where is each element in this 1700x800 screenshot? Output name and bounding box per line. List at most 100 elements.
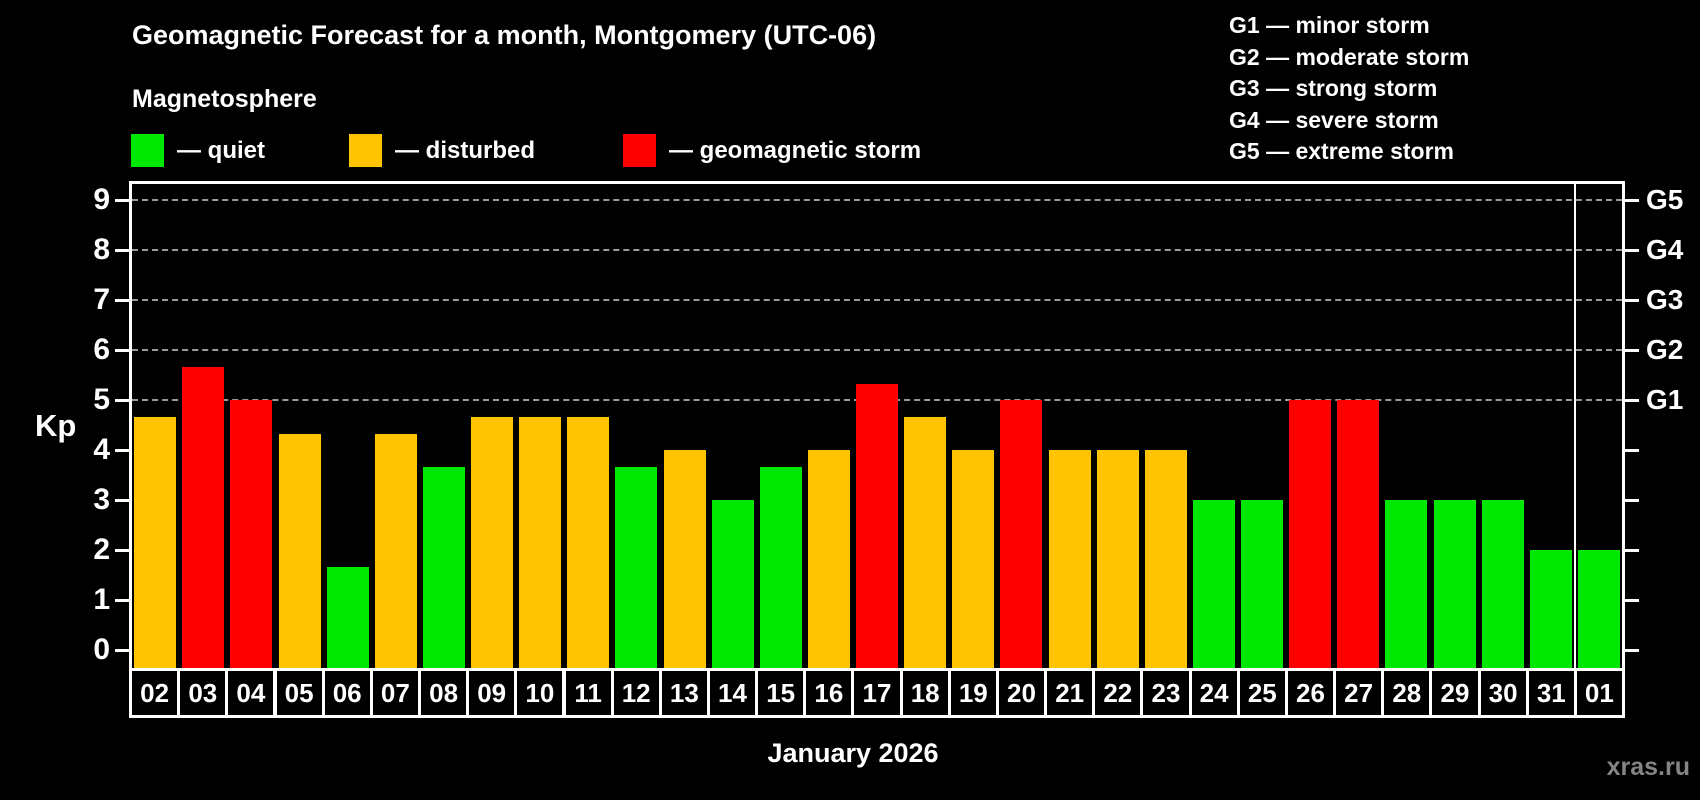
kp-bar: [807, 450, 850, 668]
kp-bar: [230, 400, 273, 668]
kp-bar: [1048, 450, 1091, 668]
g-legend-item: G2 — moderate storm: [1229, 43, 1470, 70]
grid-line: [132, 299, 1622, 301]
right-axis-line: [1622, 181, 1625, 668]
day-label-cell: 28: [1381, 668, 1433, 718]
day-label-cell: 09: [466, 668, 518, 718]
y-tick-label: 6: [93, 333, 110, 366]
day-label-cell: 15: [755, 668, 807, 718]
y-tick-label: 1: [93, 583, 110, 616]
day-label-cell: 01: [1573, 668, 1625, 718]
kp-bar: [615, 466, 658, 668]
g-legend-item: G4 — severe storm: [1229, 106, 1439, 133]
y-tick: [115, 349, 129, 352]
y-tick-label: 3: [93, 483, 110, 516]
day-label-cell: 08: [418, 668, 470, 718]
day-label-cell: 21: [1044, 668, 1096, 718]
y-tick-label: 7: [93, 283, 110, 316]
y-tick-right: [1625, 549, 1639, 552]
watermark: xras.ru: [1606, 753, 1690, 781]
plot-top-border: [129, 181, 1625, 184]
g-axis-label: G2: [1646, 334, 1684, 365]
g-axis-label: G3: [1646, 284, 1684, 315]
y-tick-right: [1625, 599, 1639, 602]
y-tick: [115, 299, 129, 302]
g-legend-item: G1 — minor storm: [1229, 12, 1430, 38]
y-tick-right: [1625, 649, 1639, 652]
y-tick-right: [1625, 399, 1639, 402]
day-label-cell: 31: [1525, 668, 1577, 718]
kp-bar: [567, 416, 610, 668]
kp-bar: [1000, 400, 1043, 668]
kp-bar: [1481, 500, 1524, 668]
y-axis-line: [129, 181, 132, 668]
kp-bar: [422, 466, 465, 668]
y-axis-title: Kp: [35, 408, 77, 443]
day-label-cell: 19: [947, 668, 999, 718]
day-label-cell: 10: [514, 668, 566, 718]
day-label-cell: 07: [369, 668, 421, 718]
kp-bar: [182, 366, 225, 668]
y-tick-label: 0: [93, 633, 110, 666]
y-tick: [115, 249, 129, 252]
kp-bar: [1337, 400, 1380, 668]
kp-bar: [663, 450, 706, 668]
g-legend-item: G3 — strong storm: [1229, 75, 1438, 102]
day-label-cell: 18: [899, 668, 951, 718]
kp-bar: [759, 466, 802, 668]
day-label-cell: 20: [995, 668, 1048, 718]
kp-bar: [519, 416, 562, 668]
grid-line: [132, 349, 1622, 351]
day-label-cell: 29: [1429, 668, 1481, 718]
grid-line: [132, 249, 1622, 251]
y-tick-label: 9: [93, 183, 110, 216]
kp-bar: [471, 416, 513, 668]
kp-bar: [1289, 400, 1332, 668]
day-label-cell: 04: [225, 668, 277, 718]
kp-bar: [1529, 550, 1572, 668]
grid-line: [132, 199, 1622, 201]
y-tick: [115, 399, 129, 402]
day-label-cell: 06: [321, 668, 373, 718]
day-label-cell: 27: [1333, 668, 1385, 718]
kp-bar: [326, 566, 369, 668]
y-tick: [115, 549, 129, 552]
day-label-cell: 13: [658, 668, 710, 718]
day-label-cell: 16: [803, 668, 855, 718]
y-tick-right: [1625, 349, 1639, 352]
kp-bar: [1241, 500, 1283, 668]
x-axis-title: January 2026: [767, 738, 939, 768]
day-label-cell: 23: [1140, 668, 1192, 718]
kp-bar: [1577, 550, 1620, 668]
day-label-cell: 25: [1236, 668, 1288, 718]
g-scale-legend: G1 — minor storm G2 — moderate storm G3 — …: [1229, 10, 1469, 168]
kp-bar: [904, 416, 947, 668]
kp-bar: [856, 383, 898, 668]
page-title: Geomagnetic Forecast for a month, Montgo…: [132, 20, 877, 50]
y-tick: [115, 199, 129, 202]
y-tick-right: [1625, 299, 1639, 302]
day-label-cell: 30: [1477, 668, 1529, 718]
y-tick-right: [1625, 449, 1639, 452]
g-axis-label: G1: [1646, 384, 1684, 415]
kp-bar: [374, 433, 417, 668]
day-label-cell: 12: [610, 668, 662, 718]
day-label-cell: 14: [706, 668, 759, 718]
y-tick-label: 2: [93, 533, 110, 566]
y-tick: [115, 649, 129, 652]
y-tick-label: 5: [93, 383, 110, 416]
kp-bar: [952, 450, 995, 668]
kp-bar: [1096, 450, 1139, 668]
month-boundary-line: [1574, 183, 1576, 668]
day-label-cell: 24: [1188, 668, 1240, 718]
day-label-cell: 02: [129, 668, 181, 718]
kp-bar: [711, 500, 754, 668]
day-label-cell: 03: [177, 668, 229, 718]
kp-bar: [1192, 500, 1235, 668]
day-label-cell: 11: [562, 668, 614, 718]
y-tick-right: [1625, 249, 1639, 252]
kp-bar: [278, 433, 321, 668]
y-tick-label: 8: [93, 233, 110, 266]
